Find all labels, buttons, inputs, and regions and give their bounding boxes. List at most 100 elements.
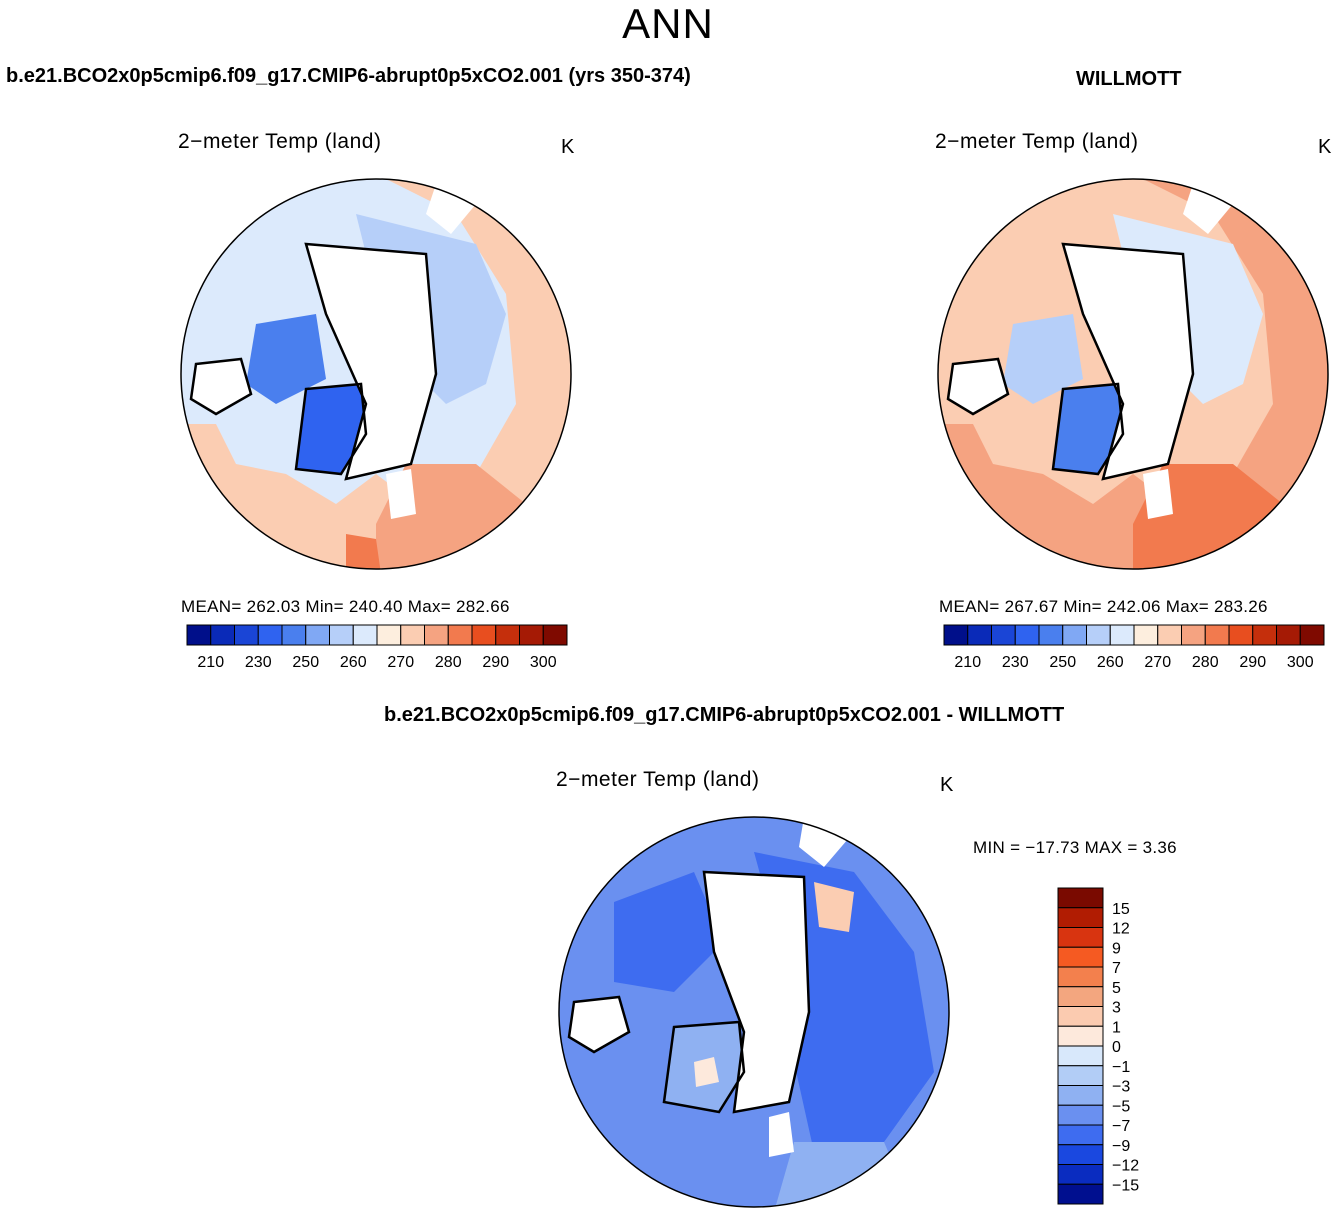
cb2-box (1133, 624, 1159, 646)
panel3-coastlines (567, 870, 811, 1114)
panel1-baltic (386, 469, 416, 519)
panel2-baltic (1143, 469, 1173, 519)
panel1-units: K (561, 136, 575, 158)
cb3-tick-label: 5 (1112, 980, 1121, 997)
cb1-tick-label: 250 (292, 654, 319, 671)
cb3-box (1057, 966, 1104, 988)
panel2-arctic-ocean (1063, 244, 1193, 479)
cb3-tick-label: −15 (1112, 1177, 1139, 1194)
panel1-bering (426, 184, 476, 234)
cb2-box (943, 624, 969, 646)
cb1-tick-label: 270 (387, 654, 414, 671)
cb3-box (1057, 986, 1104, 1007)
season-title: ANN (622, 0, 714, 47)
cb3-box (1057, 1025, 1104, 1047)
cb2-box (1109, 624, 1135, 646)
cb2-box (1299, 624, 1325, 646)
panel3-colorbar-boxes (1057, 887, 1104, 1205)
cb2-tick-label: 300 (1287, 654, 1314, 671)
panel2-bering (1183, 184, 1233, 234)
panel3-warm-patch (814, 882, 854, 932)
cb2-box (1038, 624, 1064, 646)
cb2-box (1252, 624, 1277, 646)
cb1-box (234, 624, 259, 646)
cb3-tick-label: 12 (1112, 921, 1130, 938)
cb2-tick-label: 290 (1239, 654, 1266, 671)
cb1-tick-label: 300 (530, 654, 557, 671)
cb1-tick-label: 260 (340, 654, 367, 671)
panel2-hudson-bay (948, 359, 1008, 414)
cb1-box (400, 624, 425, 646)
cb3-box (1057, 1124, 1104, 1146)
panel1-colorbar: 210 230 250 260 270 280 290 300 (186, 624, 568, 671)
cb3-tick-label: 3 (1112, 1000, 1121, 1017)
panel1-greenland (296, 384, 366, 474)
cb1-box (257, 624, 283, 646)
panel1-polar-map (180, 178, 572, 570)
panel3-units: K (940, 774, 954, 796)
cb1-tick-label: 210 (197, 654, 224, 671)
cb1-box (305, 624, 330, 646)
panel2-greenland (1053, 384, 1123, 474)
cb3-tick-label: 0 (1112, 1039, 1121, 1056)
cb1-box (281, 624, 307, 646)
panel2-archipelago (1003, 314, 1083, 404)
cb3-tick-label: −12 (1112, 1158, 1139, 1175)
panel2-coastlines (946, 242, 1195, 481)
panel1-case-title: b.e21.BCO2x0p5cmip6.f09_g17.CMIP6-abrupt… (6, 65, 691, 87)
panel1-britain (346, 534, 381, 569)
panel3-polar-map (558, 816, 950, 1208)
cb3-tick-label: −9 (1112, 1138, 1130, 1155)
cb3-box (1057, 927, 1104, 948)
panel1-colorbar-boxes (186, 624, 568, 646)
cb1-box (495, 624, 520, 646)
cb1-box (542, 624, 568, 646)
cb2-tick-label: 280 (1192, 654, 1219, 671)
cb2-box (1062, 624, 1087, 646)
panel3-plot-title: 2−meter Temp (land) (556, 768, 760, 791)
cb2-box (1181, 624, 1206, 646)
cb3-box (1057, 1104, 1104, 1126)
panel2-colorbar-boxes (943, 624, 1325, 646)
panel3-greenland-patch (694, 1057, 719, 1087)
cb1-box (352, 624, 378, 646)
panel1-archipelago (246, 314, 326, 404)
panel2-case-title: WILLMOTT (1076, 68, 1182, 90)
cb3-box (1057, 1065, 1104, 1086)
panel3-hudson-bay (569, 997, 629, 1052)
panel2-map-border (937, 178, 1329, 570)
cb3-tick-label: 9 (1112, 940, 1121, 957)
panel2-stats: MEAN= 267.67 Min= 242.06 Max= 283.26 (939, 597, 1268, 616)
cb2-tick-label: 270 (1144, 654, 1171, 671)
cb1-box (210, 624, 235, 646)
cb2-tick-label: 260 (1097, 654, 1124, 671)
cb3-box (1057, 1144, 1104, 1165)
cb1-tick-label: 280 (435, 654, 462, 671)
panel3-canada-north (614, 872, 724, 992)
panel1-plot-title: 2−meter Temp (land) (178, 130, 382, 153)
panel1-hudson-bay (191, 359, 251, 414)
cb1-box (186, 624, 212, 646)
cb1-tick-label: 290 (482, 654, 509, 671)
cb2-tick-label: 210 (954, 654, 981, 671)
cb2-box (1157, 624, 1182, 646)
cb2-tick-label: 250 (1049, 654, 1076, 671)
cb3-tick-label: 7 (1112, 960, 1121, 977)
cb3-box (1057, 1045, 1104, 1067)
cb3-box (1057, 946, 1104, 968)
panel2-units: K (1318, 136, 1332, 158)
cb1-box (471, 624, 497, 646)
panel2-plot-title: 2−meter Temp (land) (935, 130, 1139, 153)
cb1-box (329, 624, 354, 646)
cb1-box (424, 624, 449, 646)
panel3-map-border (558, 816, 950, 1208)
cb2-box (1014, 624, 1040, 646)
panel1-coastlines (189, 242, 438, 481)
cb2-tick-label: 230 (1002, 654, 1029, 671)
cb2-box (1204, 624, 1230, 646)
panel1-map-border (180, 178, 572, 570)
cb1-box (376, 624, 402, 646)
cb3-box (1057, 1006, 1104, 1027)
cb3-box (1057, 1164, 1104, 1185)
panel3-case-title: b.e21.BCO2x0p5cmip6.f09_g17.CMIP6-abrupt… (384, 704, 1065, 726)
